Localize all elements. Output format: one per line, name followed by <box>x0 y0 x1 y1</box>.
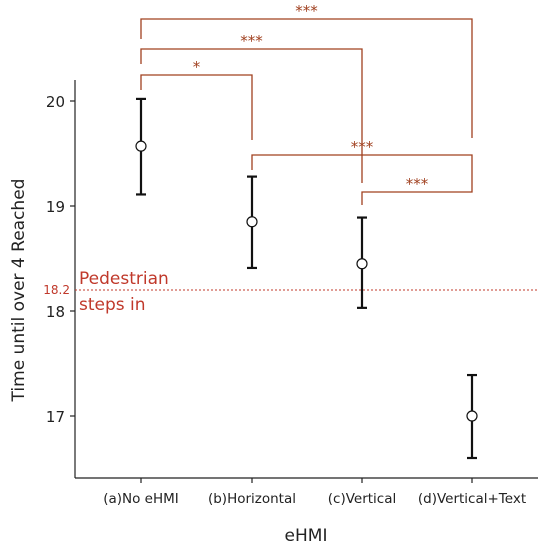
x-tick-label: (b)Horizontal <box>208 491 296 507</box>
significance-bracket <box>140 48 363 183</box>
mean-point <box>135 140 147 152</box>
significance-stars: * <box>193 58 201 76</box>
x-ticks: (a)No eHMI (b)Horizontal (c)Vertical (d)Ver… <box>103 478 526 507</box>
mean-point <box>246 216 258 228</box>
y-ticks: 17 18 19 20 <box>46 93 75 426</box>
reference-value-label: 18.2 <box>43 283 70 297</box>
x-axis-label: eHMI <box>285 526 328 546</box>
significance-bracket <box>361 183 473 205</box>
reference-line-group: 18.2 Pedestrian steps in <box>43 269 538 315</box>
reference-annotation-line2: steps in <box>79 295 146 315</box>
x-tick-label: (a)No eHMI <box>103 491 179 507</box>
significance-stars: *** <box>295 2 318 20</box>
x-tick-label: (c)Vertical <box>328 491 397 507</box>
significance-stars: *** <box>351 138 374 156</box>
mean-point <box>356 258 368 270</box>
y-tick-label: 20 <box>46 93 65 111</box>
significance-bracket <box>140 18 473 138</box>
y-axis-label: Time until over 4 Reached <box>9 179 29 403</box>
y-tick-label: 19 <box>46 198 65 216</box>
x-tick-label: (d)Vertical+Text <box>418 491 526 507</box>
significance-stars: *** <box>406 175 429 193</box>
significance-stars: *** <box>240 32 263 50</box>
significance-brackets: ************* <box>140 2 473 205</box>
y-tick-label: 18 <box>46 303 65 321</box>
y-tick-label: 17 <box>46 408 65 426</box>
significance-bracket <box>140 74 253 140</box>
reference-annotation-line1: Pedestrian <box>79 269 169 289</box>
mean-point <box>466 410 478 422</box>
significance-bracket <box>251 154 473 183</box>
data-points <box>135 97 478 460</box>
